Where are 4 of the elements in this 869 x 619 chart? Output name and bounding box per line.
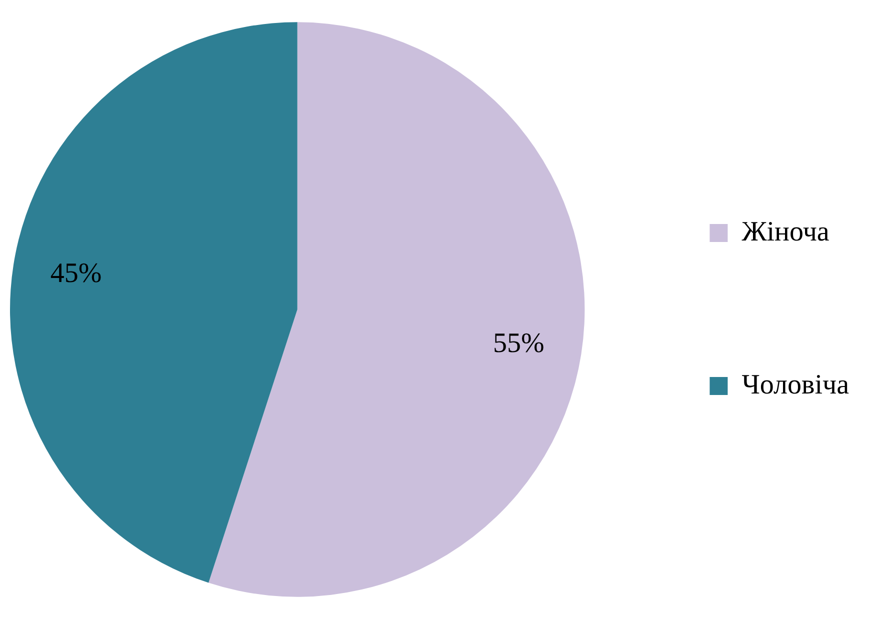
data-label: 55% xyxy=(493,328,544,359)
data-label: 45% xyxy=(50,258,102,289)
legend-label: Чоловіча xyxy=(742,369,850,400)
legend-label: Жіноча xyxy=(742,216,830,248)
